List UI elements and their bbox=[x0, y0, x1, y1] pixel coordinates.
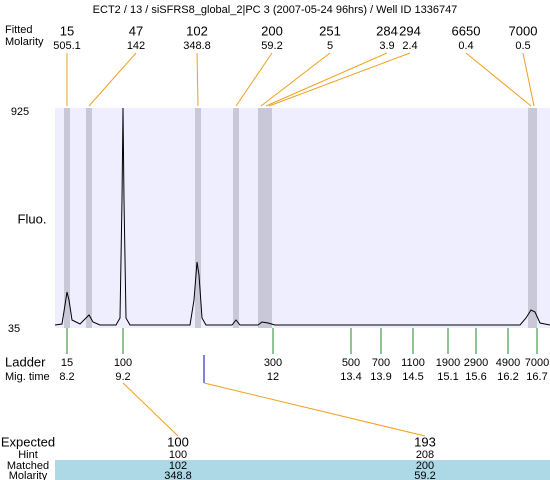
mig-time: 14.5 bbox=[402, 371, 423, 383]
peak-band bbox=[195, 108, 201, 328]
ladder-size: 7000 bbox=[525, 357, 549, 369]
connector bbox=[203, 382, 426, 437]
peak-connector bbox=[196, 52, 199, 107]
peak-size: 6650 bbox=[452, 23, 481, 38]
ladder-size: 2900 bbox=[464, 357, 488, 369]
peak-band bbox=[266, 108, 272, 328]
mig-time: 13.4 bbox=[340, 371, 361, 383]
peak-size: 200 bbox=[261, 23, 283, 38]
peak-size: 47 bbox=[129, 23, 143, 38]
peak-connector bbox=[88, 52, 137, 107]
peak-size: 294 bbox=[399, 23, 421, 38]
ladder-size: 500 bbox=[342, 357, 360, 369]
expected: 193 bbox=[414, 434, 436, 449]
peak-connector bbox=[260, 52, 331, 107]
peak-size: 15 bbox=[60, 23, 74, 38]
ladder-size: 700 bbox=[372, 357, 390, 369]
trace bbox=[54, 107, 550, 326]
peak-connector bbox=[465, 52, 532, 107]
ladder-label: Ladder bbox=[5, 354, 46, 369]
expected-label: Expected bbox=[1, 434, 55, 449]
peak-band bbox=[531, 108, 537, 328]
peak-molarity: 5 bbox=[327, 40, 333, 52]
y-label: Fluo. bbox=[18, 211, 47, 226]
ladder-size: 1900 bbox=[436, 357, 460, 369]
size-label: Fitted bbox=[5, 24, 33, 36]
ladder-size: 4900 bbox=[496, 357, 520, 369]
peak-connector bbox=[522, 52, 535, 107]
mig-time: 13.9 bbox=[370, 371, 391, 383]
peak-size: 7000 bbox=[509, 23, 538, 38]
peak-band bbox=[86, 108, 92, 328]
result-molarity-label: Molarity bbox=[9, 470, 48, 480]
title: ECT2 / 13 / siSFRS8_global_2|PC 3 (2007-… bbox=[93, 4, 458, 16]
ladder-size: 1100 bbox=[401, 357, 425, 369]
hint: 100 bbox=[169, 449, 187, 461]
peak-molarity: 505.1 bbox=[53, 40, 81, 52]
peak-band bbox=[64, 108, 70, 328]
matched-label: Matched bbox=[7, 460, 49, 472]
mig-time: 12 bbox=[267, 371, 279, 383]
mig-time: 15.1 bbox=[437, 371, 458, 383]
molarity: 348.8 bbox=[164, 470, 192, 480]
time-label: Mig. time bbox=[5, 371, 50, 383]
connector bbox=[122, 382, 179, 437]
peak-molarity: 0.4 bbox=[458, 40, 473, 52]
ladder-size: 300 bbox=[264, 357, 282, 369]
peak-molarity: 2.4 bbox=[402, 40, 417, 52]
hint: 208 bbox=[416, 449, 434, 461]
matched-band bbox=[55, 460, 550, 480]
peak-molarity: 0.5 bbox=[515, 40, 530, 52]
expected: 100 bbox=[167, 434, 189, 449]
ladder-size: 100 bbox=[114, 357, 132, 369]
mig-time: 15.6 bbox=[465, 371, 486, 383]
mig-time: 8.2 bbox=[59, 371, 74, 383]
mig-time: 16.2 bbox=[497, 371, 518, 383]
plot-area bbox=[55, 108, 550, 328]
mig-time: 9.2 bbox=[115, 371, 130, 383]
peak-size: 251 bbox=[319, 23, 341, 38]
hint-label: Hint bbox=[18, 449, 38, 461]
mig-time: 16.7 bbox=[526, 371, 547, 383]
peak-band bbox=[233, 108, 239, 328]
matched: 102 bbox=[169, 460, 187, 472]
molarity-label: Molarity bbox=[5, 36, 44, 48]
peak-connector bbox=[268, 52, 411, 107]
peak-molarity: 59.2 bbox=[261, 40, 282, 52]
peak-size: 284 bbox=[376, 23, 398, 38]
ladder-size: 15 bbox=[61, 357, 73, 369]
peak-connector bbox=[235, 52, 273, 107]
matched: 200 bbox=[416, 460, 434, 472]
peak-molarity: 3.9 bbox=[379, 40, 394, 52]
peak-size: 102 bbox=[186, 23, 208, 38]
peak-molarity: 348.8 bbox=[183, 40, 211, 52]
peak-connector bbox=[265, 52, 388, 107]
peak-band bbox=[258, 108, 264, 328]
molarity: 59.2 bbox=[414, 470, 435, 480]
peak-molarity: 142 bbox=[127, 40, 145, 52]
y-top-label: 925 bbox=[11, 106, 29, 118]
y-bottom-label: 35 bbox=[8, 323, 20, 335]
